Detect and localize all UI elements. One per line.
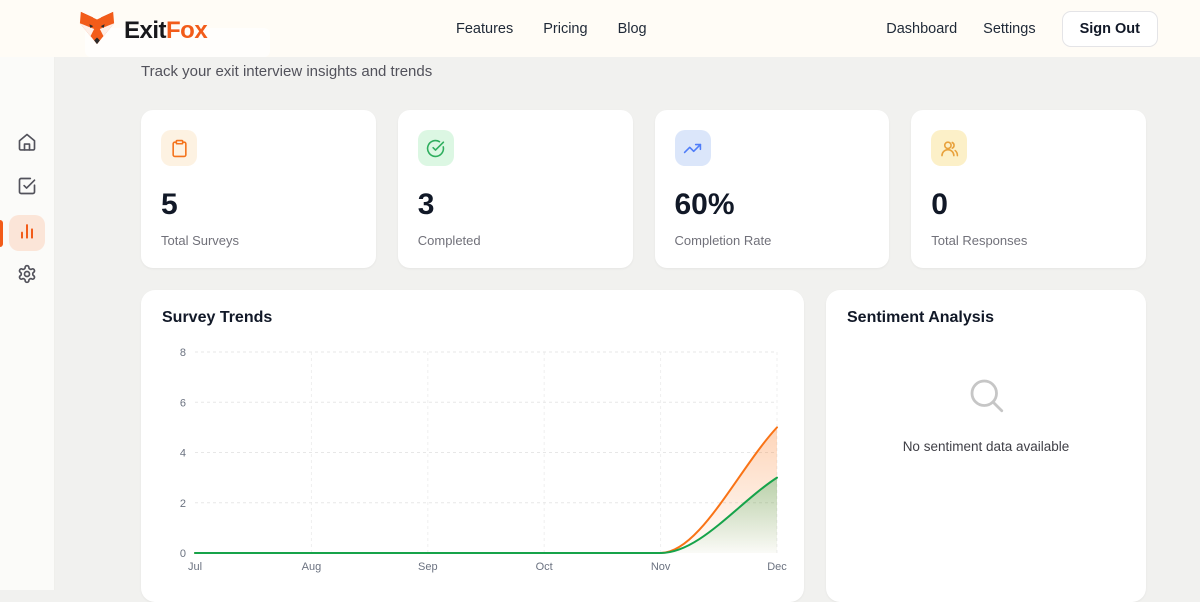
stat-label: Total Responses (931, 233, 1028, 248)
sign-out-button[interactable]: Sign Out (1061, 10, 1158, 47)
stat-card-total-responses: 0 Total Responses (911, 110, 1146, 268)
brand-name: ExitFox (124, 16, 208, 44)
top-navbar: ExitFox Features Pricing Blog Dashboard … (0, 0, 1200, 57)
sentiment-analysis-panel: Sentiment Analysis No sentiment data ava… (826, 290, 1146, 602)
stat-card-total-surveys: 5 Total Surveys (141, 110, 376, 268)
sidebar-item-home[interactable] (9, 126, 45, 162)
fox-logo-icon (78, 9, 116, 52)
nav-link-settings[interactable]: Settings (983, 20, 1036, 37)
area-chart-canvas: 0 2 4 6 8 Jul Aug Sep Oct Nov Dec (180, 347, 787, 573)
svg-text:8: 8 (180, 347, 186, 359)
sentiment-analysis-title: Sentiment Analysis (847, 309, 995, 326)
sidebar-item-surveys[interactable] (9, 170, 45, 206)
nav-link-features[interactable]: Features (456, 20, 514, 37)
stat-label: Completed (417, 233, 481, 248)
stat-card-completion-rate: 60% Completion Rate (654, 110, 890, 268)
sidebar-item-settings[interactable] (9, 258, 45, 294)
stat-value: 5 (161, 188, 178, 221)
stat-value: 0 (931, 188, 948, 221)
stat-value: 60% (674, 188, 735, 221)
nav-link-blog[interactable]: Blog (617, 20, 647, 37)
nav-center-links: Features Pricing Blog (456, 0, 647, 57)
square-check-icon (17, 176, 37, 201)
sidebar-item-analytics[interactable] (9, 215, 45, 251)
stat-card-completed: 3 Completed (397, 110, 633, 268)
nav-link-pricing[interactable]: Pricing (543, 20, 588, 37)
sidebar (0, 57, 55, 590)
users-icon (931, 130, 968, 166)
svg-text:4: 4 (180, 448, 186, 460)
svg-text:Aug: Aug (302, 561, 322, 573)
magnifier-icon (965, 374, 1007, 421)
sentiment-empty-state: No sentiment data available (826, 374, 1146, 454)
svg-text:Dec: Dec (767, 561, 787, 573)
svg-text:6: 6 (180, 397, 186, 409)
stat-label: Completion Rate (674, 233, 772, 248)
survey-trends-chart: 0 2 4 6 8 Jul Aug Sep Oct Nov Dec (155, 342, 790, 581)
svg-text:0: 0 (180, 548, 186, 560)
svg-text:Oct: Oct (536, 561, 553, 573)
scrolled-page-title-ghost (85, 28, 270, 57)
brand-logo[interactable]: ExitFox (78, 9, 208, 52)
bar-chart-icon (17, 221, 37, 246)
stat-value: 3 (417, 188, 435, 221)
sidebar-active-indicator (0, 220, 3, 247)
stats-row: 5 Total Surveys 3 Completed 60% Completi (141, 110, 1146, 268)
main-content: Track your exit interview insights and t… (55, 57, 1200, 602)
check-circle-icon (417, 130, 454, 166)
svg-text:Nov: Nov (651, 561, 671, 573)
svg-text:Sep: Sep (418, 561, 438, 573)
svg-text:Jul: Jul (188, 561, 202, 573)
trending-up-icon (674, 130, 711, 166)
survey-trends-panel: Survey Trends 0 2 4 6 8 Jul Aug Sep Oct Nov Dec (141, 290, 804, 602)
stat-label: Total Surveys (161, 233, 240, 248)
gear-icon (17, 264, 37, 289)
clipboard-icon (161, 130, 197, 166)
home-icon (17, 132, 37, 157)
survey-trends-title: Survey Trends (162, 309, 273, 326)
nav-link-dashboard[interactable]: Dashboard (886, 20, 958, 37)
nav-right-links: Dashboard Settings Sign Out (886, 0, 1158, 57)
page-subtitle: Track your exit interview insights and t… (141, 63, 433, 80)
svg-text:2: 2 (180, 498, 186, 510)
sentiment-empty-message: No sentiment data available (902, 439, 1070, 454)
